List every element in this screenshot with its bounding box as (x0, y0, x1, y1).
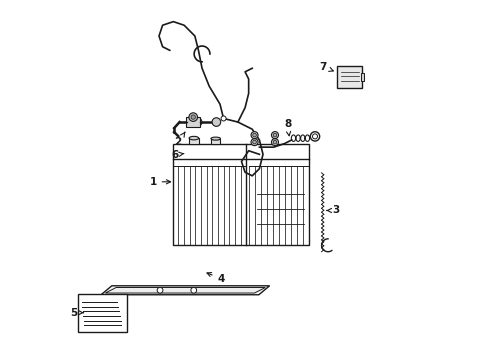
Circle shape (252, 133, 256, 137)
Circle shape (157, 287, 163, 293)
Text: 7: 7 (319, 62, 333, 72)
Circle shape (250, 139, 258, 146)
Ellipse shape (189, 136, 198, 140)
Circle shape (221, 116, 225, 121)
Circle shape (190, 287, 196, 293)
Circle shape (193, 118, 202, 126)
Polygon shape (101, 286, 269, 295)
Circle shape (273, 140, 276, 144)
Circle shape (250, 132, 258, 139)
Circle shape (188, 113, 197, 121)
Ellipse shape (210, 137, 220, 140)
Text: 5: 5 (70, 308, 83, 318)
Text: 1: 1 (149, 177, 170, 187)
FancyBboxPatch shape (78, 294, 127, 332)
Circle shape (271, 139, 278, 146)
Circle shape (191, 115, 195, 119)
Text: 2: 2 (174, 132, 184, 147)
Circle shape (252, 140, 256, 144)
Text: 8: 8 (284, 120, 290, 136)
Circle shape (312, 134, 317, 139)
Circle shape (273, 133, 276, 137)
Text: 4: 4 (206, 273, 224, 284)
Circle shape (310, 132, 319, 141)
Bar (189, 138, 198, 144)
Circle shape (271, 132, 278, 139)
FancyBboxPatch shape (185, 117, 200, 127)
Circle shape (212, 118, 220, 126)
Bar (360, 73, 363, 81)
Bar (172, 144, 308, 244)
Polygon shape (105, 288, 265, 293)
FancyBboxPatch shape (336, 66, 362, 88)
Bar (210, 139, 220, 144)
Text: 6: 6 (171, 150, 183, 160)
Text: 3: 3 (326, 206, 339, 216)
